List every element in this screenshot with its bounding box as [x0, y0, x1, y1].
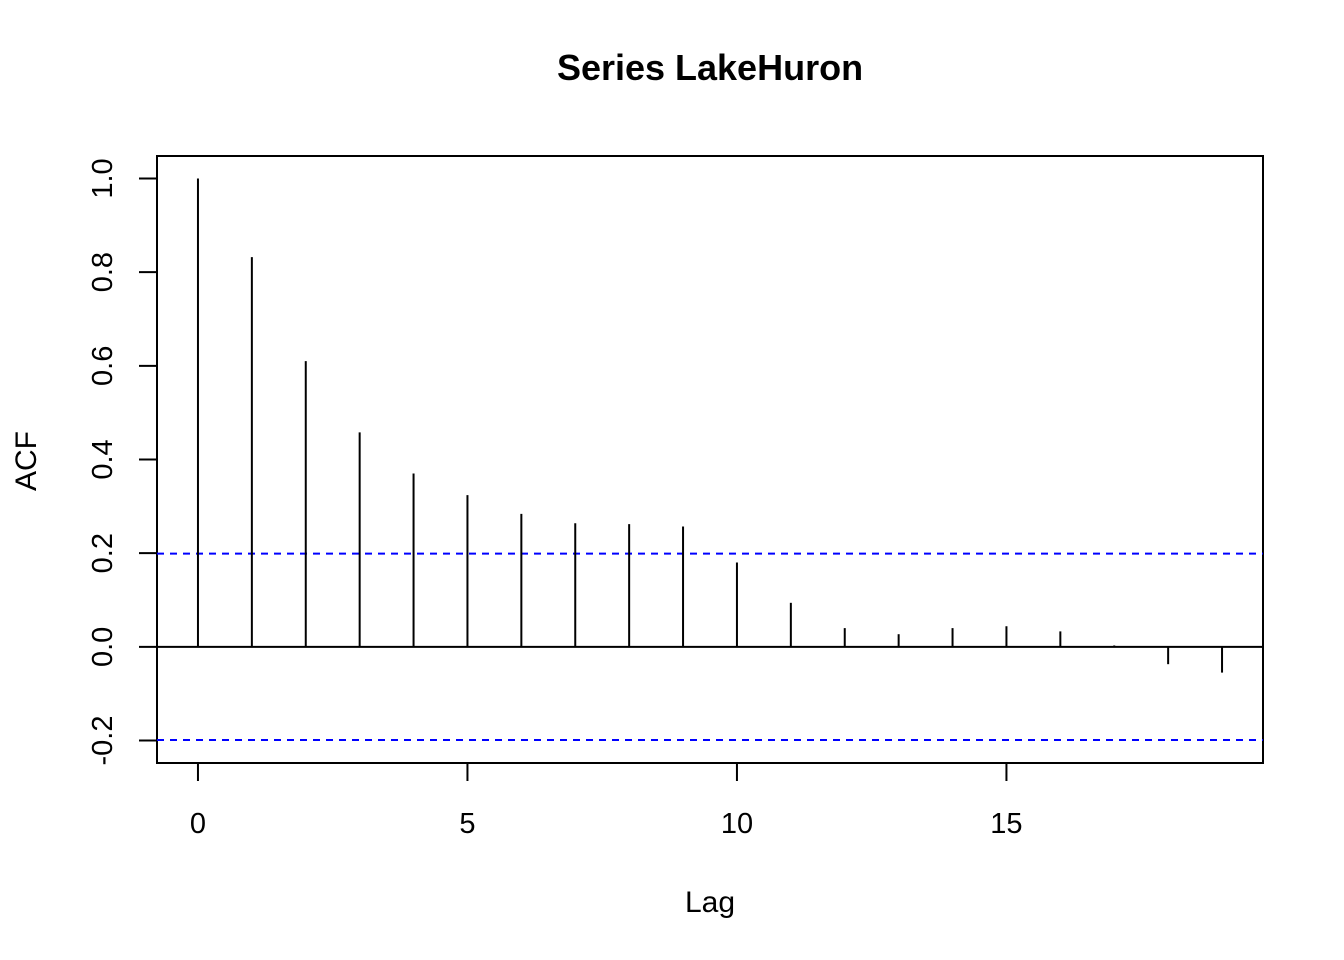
y-tick-label-3: 0.4 [87, 439, 119, 479]
x-tick-label-10: 10 [721, 808, 753, 840]
y-axis-label: ACF [10, 431, 43, 491]
x-tick-label-0: 0 [190, 808, 206, 840]
chart-marks: 0 5 10 15 -0.2 0.0 0.2 0.4 0.6 0.8 1.0 [87, 158, 1263, 840]
x-axis-label: Lag [685, 886, 735, 919]
y-tick-label-4: 0.6 [87, 346, 119, 386]
x-tick-label-5: 5 [459, 808, 475, 840]
y-tick-label-5: 0.8 [87, 252, 119, 292]
plot-frame [156, 155, 1264, 764]
y-tick-label-2: 0.2 [87, 533, 119, 573]
chart-title: Series LakeHuron [557, 47, 863, 88]
y-tick-label-0: -0.2 [87, 716, 119, 766]
y-tick-label-6: 1.0 [87, 158, 119, 198]
x-tick-label-15: 15 [990, 808, 1022, 840]
y-tick-label-1: 0.0 [87, 627, 119, 667]
